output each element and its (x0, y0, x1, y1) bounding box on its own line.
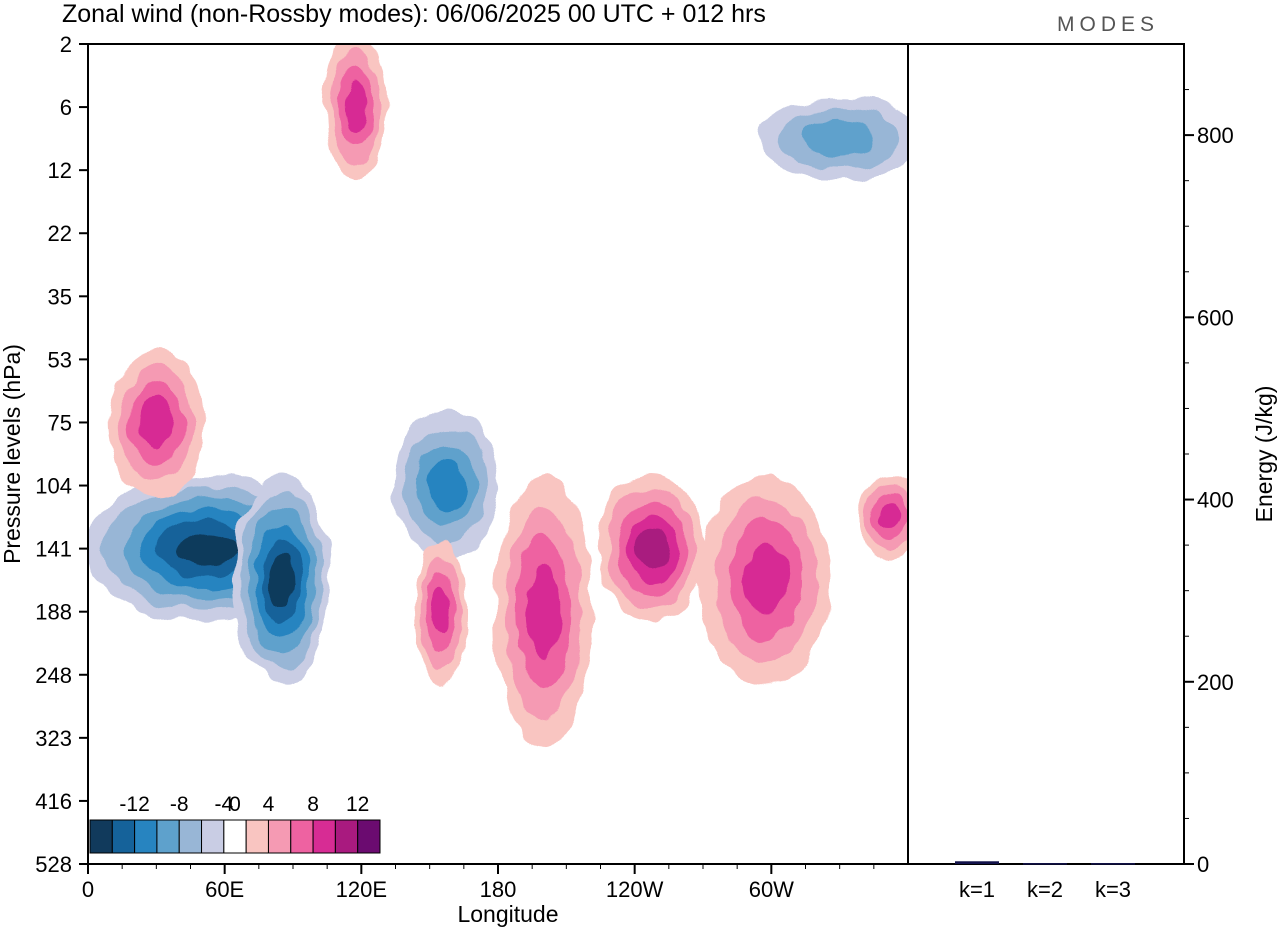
colorbar-tick-label: 8 (307, 793, 319, 816)
brand-logo: MODES (1057, 13, 1159, 36)
energy-tick-label: 200 (1197, 670, 1234, 695)
energy-category-label: k=2 (1027, 877, 1063, 902)
colorbar-tick-label: -12 (119, 793, 149, 816)
colorbar-swatch (178, 819, 203, 854)
y-tick-label: 22 (48, 221, 72, 246)
y-tick-label: 12 (48, 158, 72, 183)
x-tick-label: 120W (606, 877, 664, 902)
y-tick-label: 528 (35, 852, 72, 877)
negative-wind-contour (803, 120, 877, 158)
energy-tick-label: 600 (1197, 305, 1234, 330)
y-tick-label: 35 (48, 284, 72, 309)
energy-tick-label: 800 (1197, 123, 1234, 148)
positive-wind-contour (344, 81, 367, 133)
positive-wind-contour (432, 586, 451, 638)
colorbar-tick-label: -8 (170, 793, 189, 816)
negative-wind-contour (177, 530, 238, 567)
energy-panel-frame (907, 43, 1185, 865)
x-tick-label: 180 (480, 877, 517, 902)
colorbar-swatch (245, 819, 269, 854)
y-tick-label: 416 (35, 789, 72, 814)
energy-y-axis: 0 200 400 600 800 (1184, 89, 1234, 877)
colorbar-tick-label: 0 (229, 793, 241, 816)
energy-tick-label: 400 (1197, 488, 1234, 513)
x-tick-label: 60E (205, 877, 244, 902)
energy-bar (1091, 863, 1135, 865)
colorbar: -12 -8 -40 4 8 12 (89, 793, 381, 854)
positive-wind-contour (139, 397, 174, 448)
negative-wind-contour (269, 554, 294, 606)
colorbar-swatch (111, 819, 136, 854)
x-tick-label: 120E (336, 877, 387, 902)
colorbar-swatch (156, 819, 180, 854)
energy-bars: k=1 k=2 k=3 (955, 861, 1135, 902)
positive-wind-contour (742, 543, 789, 617)
colorbar-swatch (334, 819, 359, 854)
x-tick-label: 0 (82, 877, 94, 902)
y-tick-label: 141 (35, 537, 72, 562)
y-tick-label: 248 (35, 663, 72, 688)
negative-wind-contour (428, 460, 466, 511)
energy-category-label: k=3 (1095, 877, 1131, 902)
energy-bar (1023, 863, 1067, 865)
positive-wind-contour (636, 527, 668, 570)
energy-axis-label: Energy (J/kg) (1251, 386, 1277, 523)
heatmap-field (88, 44, 908, 864)
colorbar-tick-label: 12 (346, 793, 369, 816)
energy-bar (955, 861, 999, 864)
y-tick-label: 104 (35, 474, 72, 499)
y-tick-label: 75 (48, 410, 72, 435)
x-axis: 0 60E 120E 180 120W 60W (82, 864, 875, 902)
colorbar-tick-label: -4 (215, 793, 234, 816)
colorbar-swatch (89, 819, 113, 854)
x-axis-label: Longitude (457, 901, 558, 927)
colorbar-swatch (267, 819, 292, 854)
y-tick-label: 2 (60, 32, 72, 57)
positive-wind-contour (526, 564, 561, 660)
colorbar-swatch (312, 819, 336, 854)
colorbar-swatch (357, 819, 381, 854)
y-axis-label: Pressure levels (hPa) (0, 344, 25, 564)
positive-wind-contour (880, 502, 902, 532)
colorbar-swatch (223, 819, 247, 854)
y-axis: 2 6 12 22 35 53 75 104 141 188 248 323 416 528 (35, 32, 88, 877)
y-tick-label: 323 (35, 726, 72, 751)
chart-title: Zonal wind (non-Rossby modes): 06/06/202… (62, 0, 766, 28)
colorbar-swatch (134, 819, 158, 854)
y-tick-label: 188 (35, 600, 72, 625)
x-tick-label: 60W (749, 877, 794, 902)
colorbar-tick-label: 4 (263, 793, 275, 816)
energy-tick-label: 0 (1197, 852, 1209, 877)
y-tick-label: 53 (48, 347, 72, 372)
colorbar-swatch (290, 819, 314, 854)
energy-category-label: k=1 (959, 877, 995, 902)
y-tick-label: 6 (60, 95, 72, 120)
colorbar-swatch (201, 819, 225, 854)
